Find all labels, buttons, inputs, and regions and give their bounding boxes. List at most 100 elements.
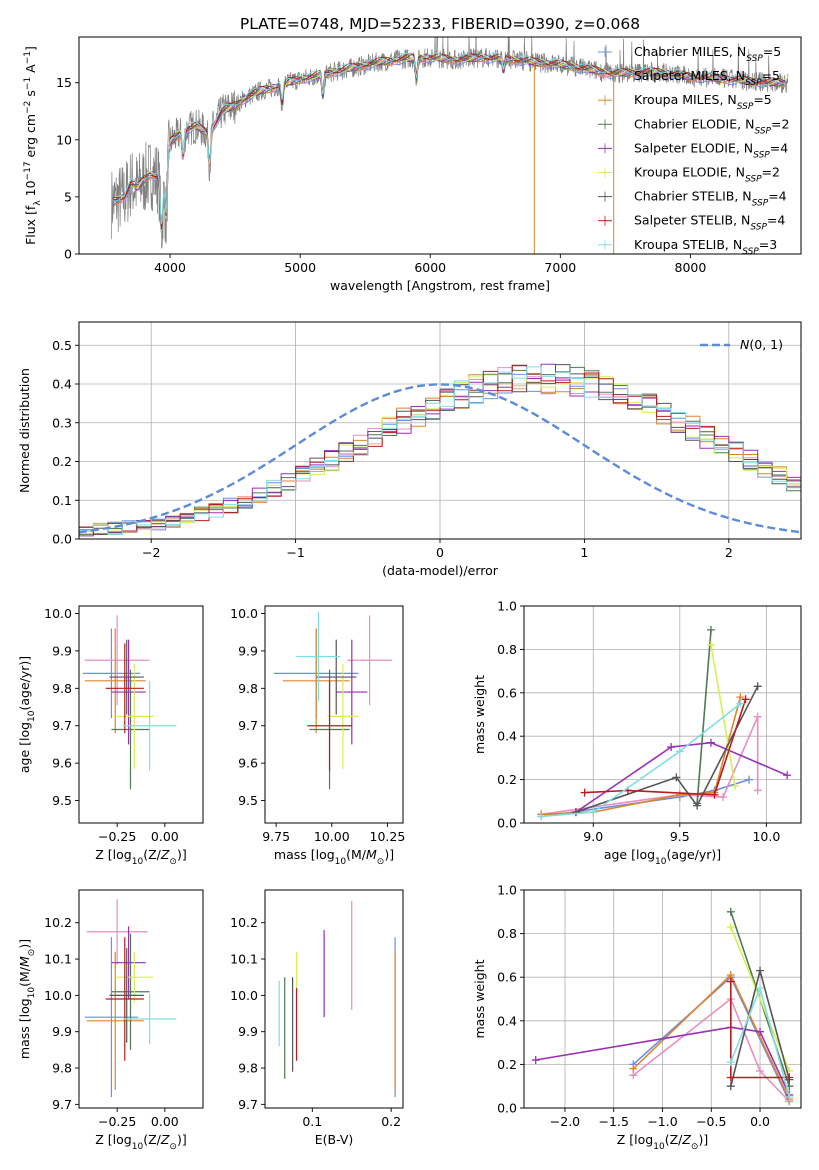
x-tick-label: 0.0 bbox=[750, 1114, 770, 1129]
y-tick-label: 9.9 bbox=[238, 643, 258, 658]
y-tick-label: 9.8 bbox=[52, 681, 72, 696]
weight-marker bbox=[753, 712, 762, 721]
x-axis-label: (data-model)/error bbox=[382, 563, 499, 578]
x-tick-label: 10.0 bbox=[752, 829, 780, 844]
x-tick-label: 4000 bbox=[154, 260, 186, 275]
x-tick-label: 9.0 bbox=[583, 829, 603, 844]
histogram-salpeter-stelib bbox=[79, 364, 801, 535]
x-tick-label: −0.25 bbox=[98, 829, 136, 844]
weight-marker bbox=[726, 1058, 735, 1067]
panel-weight-vs-Z: −2.0 −1.5 −1.0 −0.5 0.0 0.0 0.2 0.4 0.6 0.8 1.0 Z [… bbox=[472, 883, 802, 1152]
y-tick-label: 10 bbox=[56, 132, 72, 147]
legend-label: Kroupa STELIB, NSSP=3 bbox=[634, 237, 777, 257]
axes-frame bbox=[264, 605, 404, 824]
weight-marker bbox=[667, 743, 676, 752]
y-axis-label: mass [log10(M/M⊙)] bbox=[17, 939, 37, 1059]
x-tick-label: 0.00 bbox=[151, 829, 179, 844]
weight-marker bbox=[675, 747, 684, 756]
y-axis-label: age [log10(age/yr)] bbox=[17, 656, 37, 773]
histogram-chabrier-miles bbox=[79, 373, 801, 531]
panel-age-vs-mass: 9.75 10.00 10.25 9.5 9.6 9.7 9.8 9.9 10.0 mass [l… bbox=[230, 605, 405, 867]
x-tick-label: 0.1 bbox=[302, 1114, 322, 1129]
y-tick-label: 0.6 bbox=[497, 685, 517, 700]
legend-label: Salpeter MILES, NSSP=5 bbox=[634, 68, 780, 88]
histogram-kroupa-miles bbox=[79, 373, 801, 535]
plot-area bbox=[111, 37, 789, 254]
y-tick-label: 0.1 bbox=[52, 493, 72, 508]
x-tick-label: −0.25 bbox=[98, 1114, 136, 1129]
y-tick-label: 0.6 bbox=[497, 970, 517, 985]
x-tick-label: −1.0 bbox=[647, 1114, 677, 1129]
figure-title: PLATE=0748, MJD=52233, FIBERID=0390, z=0… bbox=[240, 15, 640, 33]
axes-frame bbox=[78, 889, 204, 1109]
model-spectrum-chabrier-stelib bbox=[112, 53, 787, 231]
x-tick-label: 1 bbox=[580, 545, 588, 560]
y-tick-label: 5 bbox=[64, 189, 72, 204]
x-tick-label: −1 bbox=[286, 545, 304, 560]
weight-marker bbox=[785, 1073, 794, 1082]
weight-marker bbox=[756, 1066, 765, 1075]
y-tick-label: 9.8 bbox=[238, 681, 258, 696]
weight-marker bbox=[710, 790, 719, 799]
weight-marker bbox=[736, 699, 745, 708]
panel-mass-vs-Z: −0.25 0.00 9.7 9.8 9.9 10.0 10.1 10.2 Z [log10(Z… bbox=[17, 889, 204, 1152]
x-tick-label: 5000 bbox=[284, 260, 316, 275]
y-tick-label: 0.5 bbox=[52, 338, 72, 353]
x-tick-label: 9.5 bbox=[670, 829, 690, 844]
panel-spectrum: 4000 5000 6000 7000 8000 0 5 10 15 wavelength [An… bbox=[23, 36, 802, 293]
y-tick-label: 15 bbox=[56, 75, 72, 90]
y-tick-label: 9.5 bbox=[238, 793, 258, 808]
y-tick-label: 9.7 bbox=[52, 718, 72, 733]
plot-area bbox=[524, 606, 801, 823]
weight-line bbox=[575, 685, 759, 813]
x-axis-label: wavelength [Angstrom, rest frame] bbox=[330, 278, 550, 293]
weight-line bbox=[696, 629, 712, 804]
x-axis-label: Z [log10(Z/Z⊙)] bbox=[617, 1132, 708, 1152]
y-tick-label: 10.0 bbox=[44, 606, 72, 621]
weight-marker bbox=[719, 792, 728, 801]
weight-line bbox=[541, 702, 741, 818]
histogram-salpeter-miles bbox=[79, 367, 801, 535]
weight-marker bbox=[672, 773, 681, 782]
model-spectrum-kroupa-stelib bbox=[112, 52, 787, 225]
weight-marker bbox=[675, 790, 684, 799]
weight-marker bbox=[537, 812, 546, 821]
y-tick-label: 9.5 bbox=[52, 793, 72, 808]
weight-marker bbox=[745, 775, 754, 784]
y-tick-label: 0.8 bbox=[497, 926, 517, 941]
y-tick-label: 10.0 bbox=[230, 606, 258, 621]
x-tick-label: −2.0 bbox=[550, 1114, 580, 1129]
y-axis-label: Flux [fλ 10−17 erg cm−2 s−1 A−1] bbox=[23, 46, 43, 245]
weight-line bbox=[710, 644, 736, 787]
x-tick-label: 0.00 bbox=[151, 1114, 179, 1129]
legend-label: Kroupa MILES, NSSP=5 bbox=[634, 92, 772, 112]
y-tick-label: 0.3 bbox=[52, 415, 72, 430]
x-axis-label: Z [log10(Z/Z⊙)] bbox=[95, 847, 186, 867]
y-tick-label: 9.9 bbox=[52, 643, 72, 658]
weight-line bbox=[575, 741, 788, 813]
plot-area bbox=[84, 899, 177, 1098]
weight-marker bbox=[706, 738, 715, 747]
x-tick-label: 10.00 bbox=[314, 829, 350, 844]
legend-label: Chabrier STELIB, NSSP=4 bbox=[634, 189, 787, 209]
plot-area bbox=[524, 890, 801, 1108]
x-axis-label: age [log10(age/yr)] bbox=[604, 847, 721, 867]
weight-marker bbox=[741, 695, 750, 704]
y-tick-label: 0.4 bbox=[497, 729, 517, 744]
weight-marker bbox=[783, 771, 792, 780]
y-tick-label: 0.4 bbox=[52, 377, 72, 392]
y-tick-label: 0.8 bbox=[497, 642, 517, 657]
weight-line bbox=[730, 926, 791, 1072]
normal-curve bbox=[79, 383, 801, 534]
weight-line bbox=[632, 997, 790, 1103]
axes-frame bbox=[78, 36, 802, 255]
legend-label: Chabrier ELODIE, NSSP=2 bbox=[634, 116, 789, 136]
weight-line bbox=[584, 699, 747, 796]
legend-label: Salpeter ELODIE, NSSP=4 bbox=[634, 140, 788, 160]
y-tick-label: 1.0 bbox=[497, 599, 517, 614]
panel-weight-vs-age: 9.0 9.5 10.0 0.0 0.2 0.4 0.6 0.8 1.0 age [log10(a… bbox=[472, 599, 802, 867]
weight-marker bbox=[589, 808, 598, 817]
weight-marker bbox=[571, 808, 580, 817]
y-tick-label: 0 bbox=[64, 247, 72, 262]
y-tick-label: 0.2 bbox=[497, 772, 517, 787]
